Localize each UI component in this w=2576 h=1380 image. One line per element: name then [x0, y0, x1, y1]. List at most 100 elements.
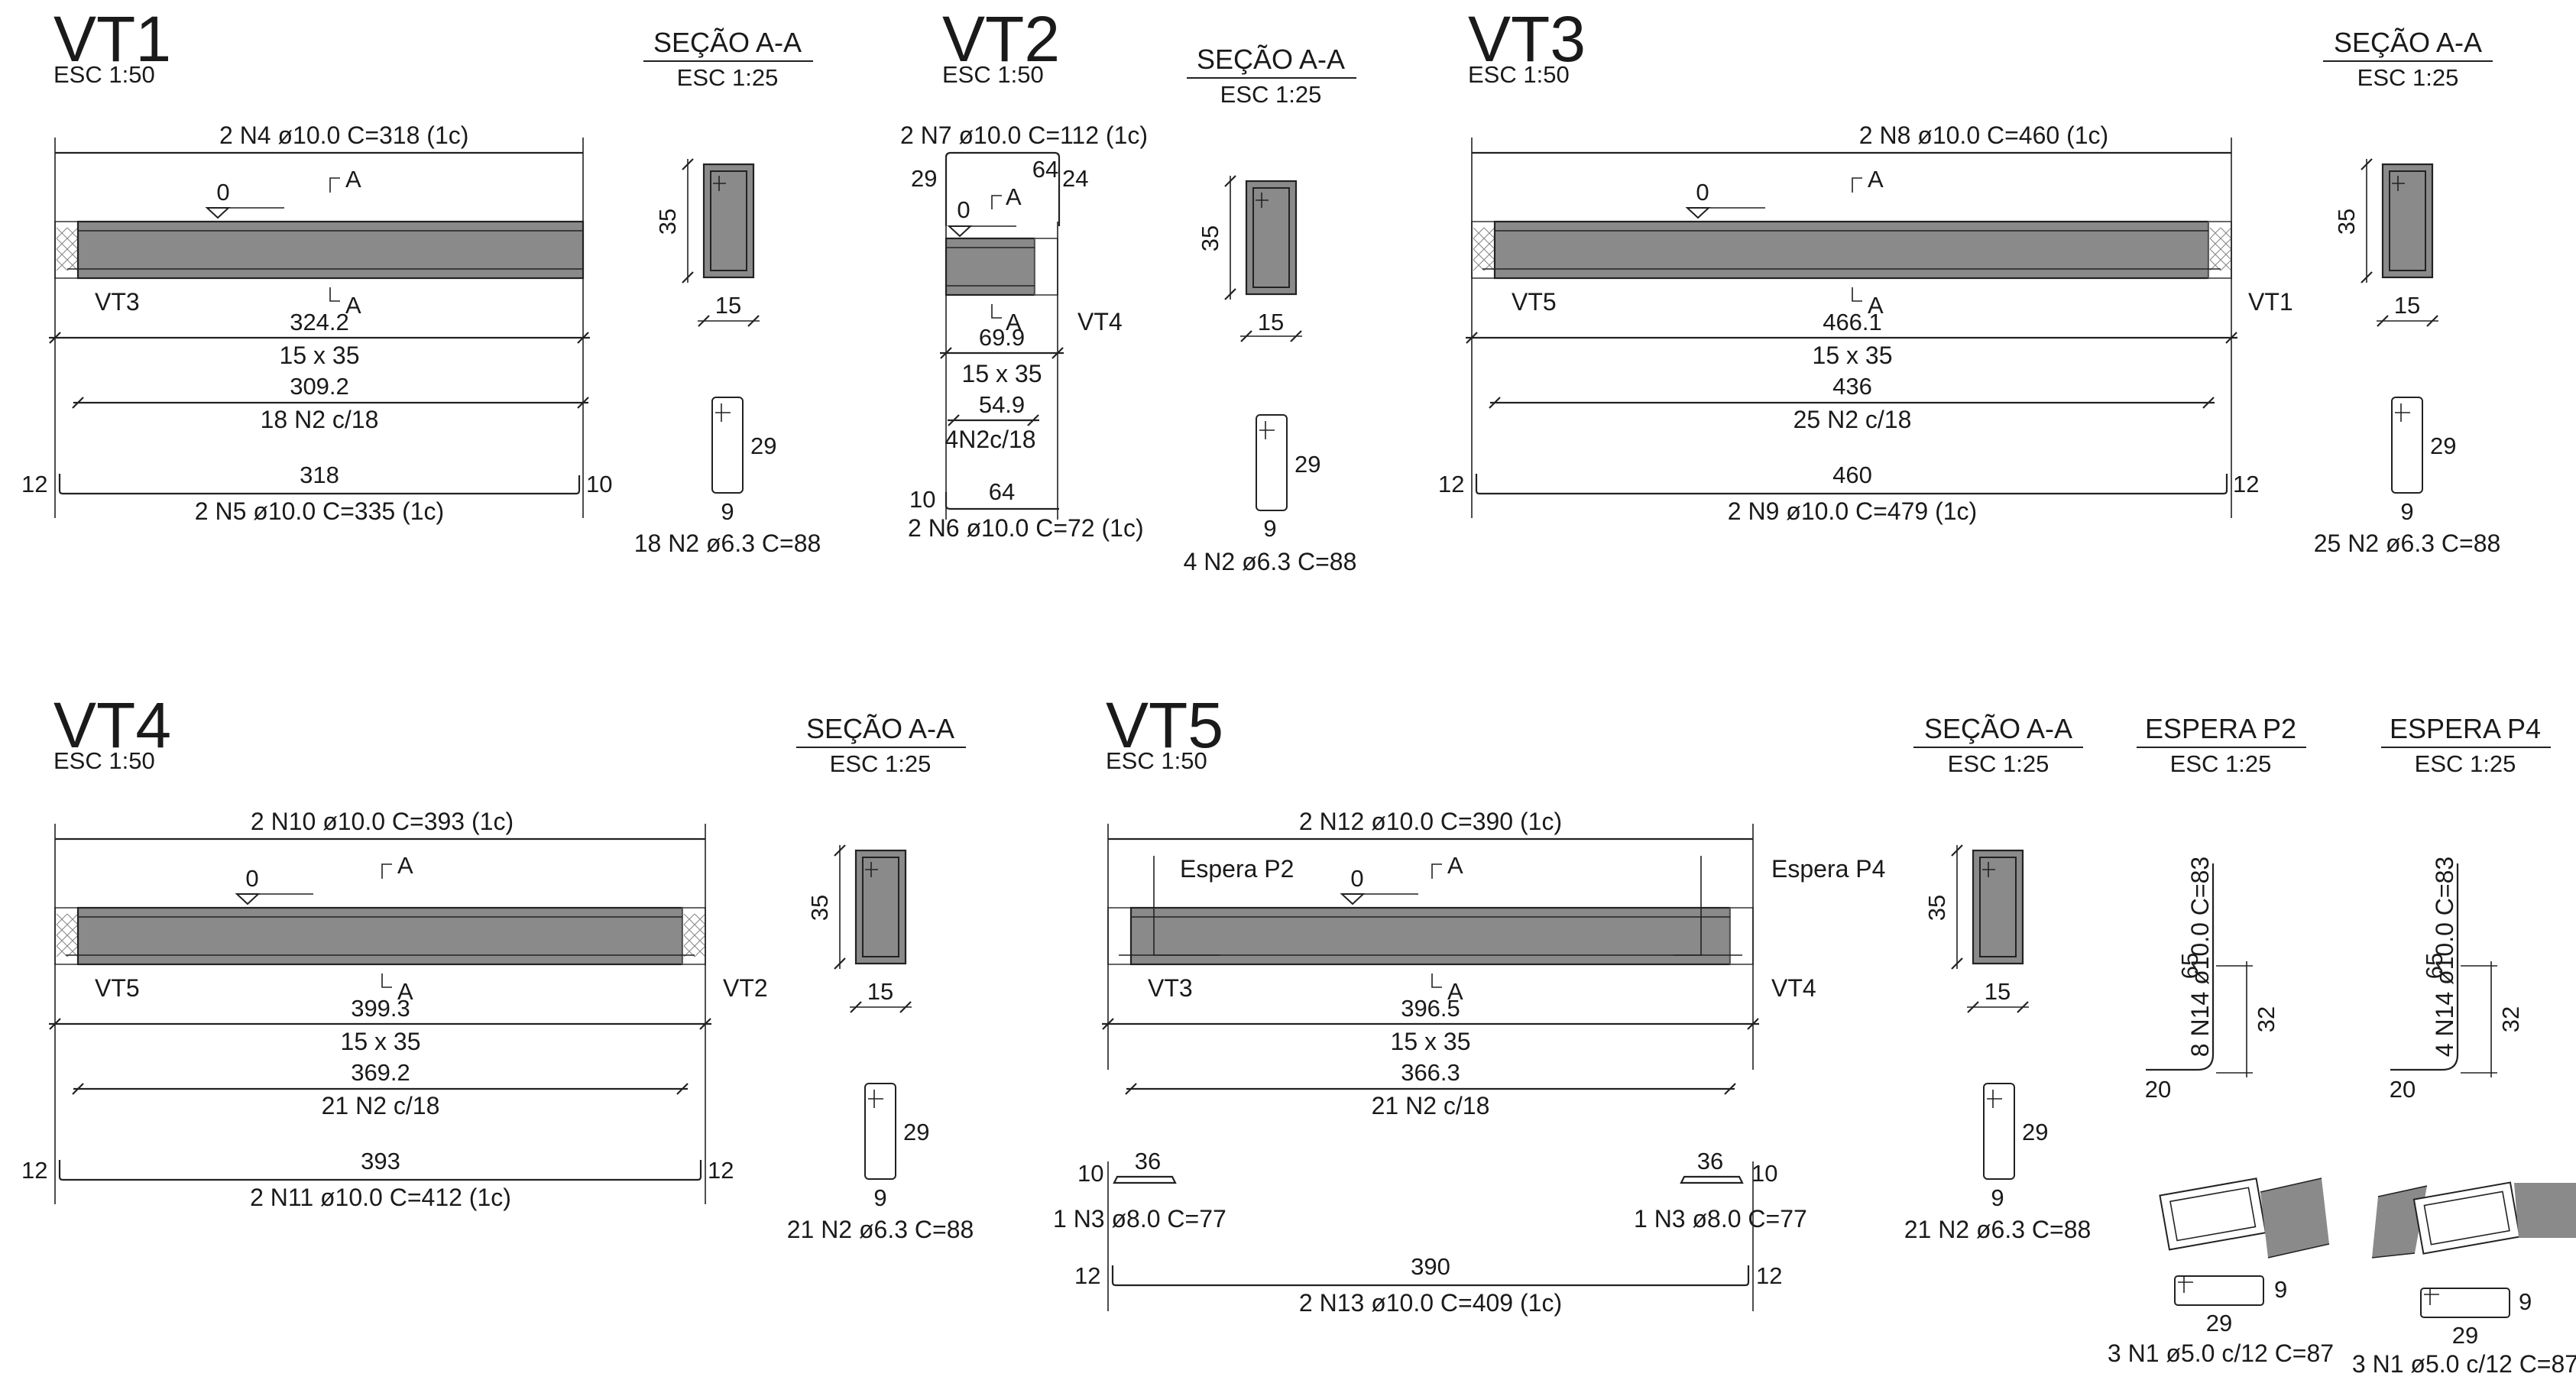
vt5-beam-elevation	[1129, 906, 1732, 966]
espera-p2-bar-label: 8 N14 ø10.0 C=83	[2186, 857, 2214, 1057]
vt5-beam-detail: VT5 ESC 1:50 2 N12 ø10.0 C=390 (1c) Espe…	[1053, 689, 1885, 1317]
vt3-section-scale: ESC 1:25	[2357, 64, 2459, 91]
vt5-stirrups: 21 N2 c/18	[1372, 1092, 1490, 1119]
espera-p4-stirrup-h: 9	[2519, 1288, 2532, 1315]
vt5-right-support-label: VT4	[1771, 974, 1816, 1002]
espera-p2-bar	[2146, 863, 2215, 1071]
vt2-stirrups: 4N2c/18	[945, 426, 1035, 453]
vt5-espera-left: Espera P2	[1180, 855, 1294, 883]
vt5-n3-left-len: 36	[1135, 1148, 1161, 1174]
vt3-stirrup-shape	[2391, 397, 2423, 494]
vt2-scale: ESC 1:50	[942, 61, 1044, 88]
espera-p2-stirrups: 3 N1 ø5.0 c/12 C=87	[2108, 1340, 2334, 1367]
vt1-size: 15 x 35	[280, 342, 360, 369]
vt1-left-support-label: VT3	[95, 288, 140, 316]
vt1-section-shape	[702, 163, 755, 279]
vt2-span: 69.9	[979, 324, 1025, 351]
vt2-hook-right: 24	[1062, 165, 1088, 192]
vt1-span: 324.2	[290, 309, 349, 335]
vt3-top-bar-label: 2 N8 ø10.0 C=460 (1c)	[1859, 121, 2108, 149]
vt1-bottom-bar	[58, 474, 581, 495]
vt1-section-w: 15	[715, 292, 741, 319]
vt5-section-title: SEÇÃO A-A	[1924, 713, 2072, 744]
vt3-span: 466.1	[1823, 309, 1882, 335]
vt4-top-bar-label: 2 N10 ø10.0 C=393 (1c)	[251, 808, 514, 835]
vt2-beam-detail: VT2 ESC 1:50 2 N7 ø10.0 C=112 (1c) 64 29…	[900, 3, 1148, 542]
vt4-stirrup-w: 9	[873, 1184, 886, 1211]
vt1-level-marker	[206, 207, 229, 219]
vt5-span: 396.5	[1401, 995, 1460, 1022]
vt1-bottom-len: 318	[300, 462, 339, 488]
vt5-section-shape	[1972, 849, 2024, 965]
vt3-section-h: 35	[2333, 209, 2360, 235]
vt3-left-support-label: VT5	[1512, 288, 1557, 316]
vt3-hook-right: 12	[2233, 471, 2259, 497]
vt2-top-bar-label: 2 N7 ø10.0 C=112 (1c)	[900, 121, 1148, 149]
vt5-espera-p2-bar	[1153, 856, 1220, 956]
vt5-left-support	[1107, 907, 1132, 965]
vt4-stirrup-label: 21 N2 ø6.3 C=88	[787, 1216, 974, 1243]
espera-p2-detail: ESPERA P2 ESC 1:25 8 N14 ø10.0 C=83 65 3…	[2108, 713, 2334, 1367]
vt2-stirrup-label: 4 N2 ø6.3 C=88	[1184, 548, 1357, 575]
vt1-title: VT1	[53, 3, 171, 75]
vt4-title: VT4	[53, 689, 171, 761]
vt4-stirrup-len: 369.2	[351, 1059, 410, 1086]
vt1-section-title: SEÇÃO A-A	[653, 27, 802, 58]
espera-p4-bar	[2390, 863, 2459, 1071]
vt5-stirrup-shape	[1983, 1083, 2015, 1180]
vt3-bottom-bar	[1475, 474, 2228, 495]
vt1-level: 0	[216, 179, 229, 206]
vt1-stirrup-h: 29	[750, 432, 776, 459]
vt5-n3-right-len: 36	[1697, 1148, 1723, 1174]
vt5-n3-right-bar	[1680, 1175, 1744, 1184]
vt2-cut-top-label: A	[1006, 183, 1022, 210]
vt5-section-w: 15	[1985, 978, 2011, 1005]
vt1-beam-elevation	[76, 220, 585, 280]
vt5-bottom-len: 390	[1411, 1253, 1450, 1280]
vt3-level-marker	[1687, 207, 1709, 219]
vt5-n3-left-label: 1 N3 ø8.0 C=77	[1053, 1205, 1226, 1233]
vt4-section: SEÇÃO A-A ESC 1:25 35 15 29 9 21 N2 ø6.3…	[787, 713, 974, 1243]
vt5-espera-right: Espera P4	[1771, 855, 1885, 883]
espera-p4-h: 65	[2421, 953, 2448, 979]
vt5-cut-top-label: A	[1447, 852, 1463, 879]
vt1-scale: ESC 1:50	[53, 61, 155, 88]
vt5-bottom-bar	[1111, 1265, 1750, 1287]
espera-p2-stirrup-shape	[2174, 1275, 2264, 1306]
vt1-cut-top-label: A	[345, 166, 361, 193]
vt3-section: SEÇÃO A-A ESC 1:25 35 15 29 9 25 N2 ø6.3…	[2314, 27, 2501, 557]
vt2-section-w: 15	[1258, 309, 1284, 335]
vt5-right-support	[1729, 907, 1754, 965]
vt4-section-h: 35	[806, 895, 833, 921]
vt2-stirrup-h: 29	[1294, 451, 1320, 478]
espera-p4-stirrup-w: 29	[2452, 1322, 2478, 1349]
vt5-stirrup-label: 21 N2 ø6.3 C=88	[1904, 1216, 2092, 1243]
espera-p4-column-section	[2412, 1181, 2521, 1255]
vt4-stirrups: 21 N2 c/18	[322, 1092, 440, 1119]
vt3-stirrups: 25 N2 c/18	[1793, 406, 1912, 433]
vt3-section-w: 15	[2394, 292, 2420, 319]
vt5-cut-bottom-label: A	[1447, 978, 1463, 1005]
vt1-cut-bottom-label: A	[345, 292, 361, 319]
vt2-bottom-len: 64	[989, 478, 1015, 505]
vt3-stirrup-label: 25 N2 ø6.3 C=88	[2314, 530, 2501, 557]
vt5-level-marker	[1341, 893, 1364, 905]
espera-p4-scale: ESC 1:25	[2415, 750, 2516, 777]
espera-p2-h: 65	[2176, 953, 2203, 979]
vt1-stirrups: 18 N2 c/18	[261, 406, 379, 433]
vt1-bottom-bar-label: 2 N5 ø10.0 C=335 (1c)	[195, 497, 444, 525]
vt3-right-support-label: VT1	[2248, 288, 2293, 316]
vt5-n3-left-bar	[1113, 1175, 1177, 1184]
vt3-stirrup-len: 436	[1832, 373, 1872, 400]
vt3-section-title: SEÇÃO A-A	[2334, 27, 2482, 58]
vt4-section-title: SEÇÃO A-A	[806, 713, 954, 744]
espera-p2-stirrup-w: 29	[2206, 1310, 2232, 1336]
vt2-title: VT2	[942, 3, 1060, 75]
vt2-section-shape	[1245, 180, 1298, 296]
vt4-hook-right: 12	[708, 1157, 734, 1184]
vt5-bottom-bar-label: 2 N13 ø10.0 C=409 (1c)	[1299, 1289, 1562, 1317]
vt4-size: 15 x 35	[341, 1028, 421, 1055]
vt1-stirrup-label: 18 N2 ø6.3 C=88	[634, 530, 821, 557]
vt3-hook-left: 12	[1438, 471, 1464, 497]
